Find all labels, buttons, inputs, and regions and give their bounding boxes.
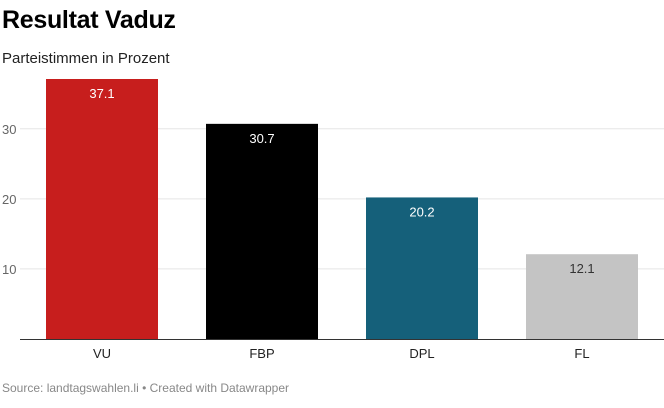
bar (46, 79, 158, 339)
x-tick-label: VU (93, 346, 111, 361)
data-label: 30.7 (249, 131, 274, 146)
chart-subtitle: Parteistimmen in Prozent (2, 50, 170, 67)
x-tick-label: FBP (249, 346, 274, 361)
chart-title: Resultat Vaduz (2, 6, 176, 34)
bar (206, 123, 318, 340)
y-tick-label: 10 (2, 262, 16, 277)
data-label: 20.2 (409, 204, 434, 219)
bar (526, 254, 638, 339)
x-tick-label: FL (574, 346, 589, 361)
y-tick-label: 20 (2, 192, 16, 207)
bar (366, 197, 478, 339)
y-tick-label: 30 (2, 122, 16, 137)
data-label: 37.1 (89, 86, 114, 101)
data-label: 12.1 (569, 261, 594, 276)
x-tick-label: DPL (409, 346, 434, 361)
source-note: Source: landtagswahlen.li • Created with… (2, 381, 290, 395)
